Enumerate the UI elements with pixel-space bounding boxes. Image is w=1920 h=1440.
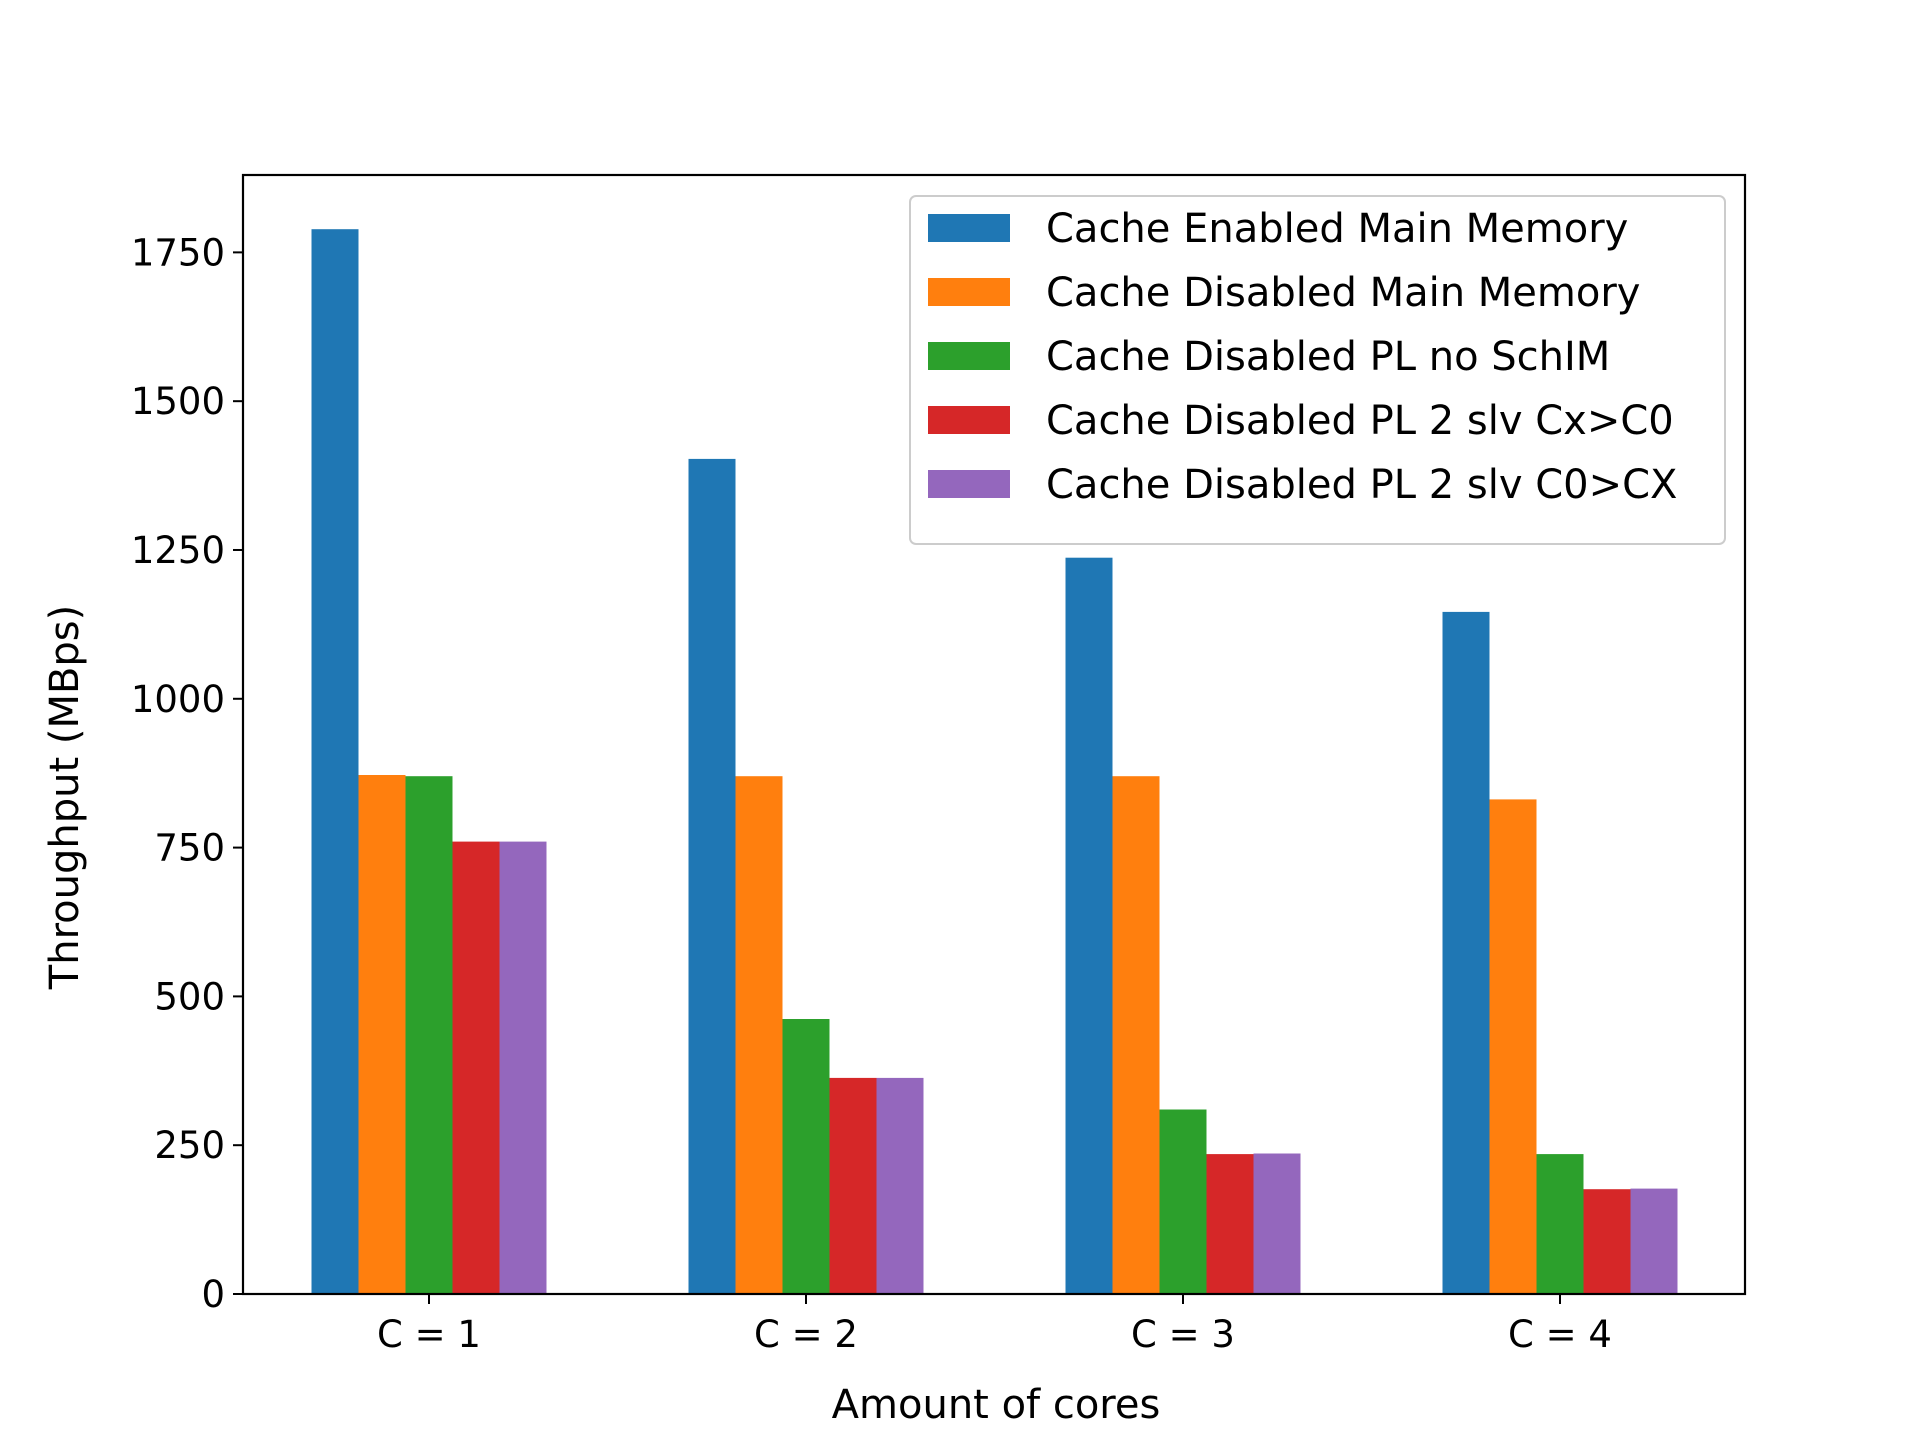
bar-series-1-cat-2 <box>688 458 736 1294</box>
bar-series-5-cat-3 <box>1253 1153 1301 1294</box>
legend-entry-label: Cache Enabled Main Memory <box>1046 206 1628 252</box>
y-tick-label: 250 <box>154 1124 225 1167</box>
bar-series-4-cat-2 <box>829 1077 877 1294</box>
x-tick-label: C = 4 <box>1508 1313 1612 1356</box>
bar-series-2-cat-4 <box>1489 799 1537 1294</box>
plot-frame <box>241 173 1747 1296</box>
legend-swatch <box>928 214 1010 242</box>
bar-series-4-cat-4 <box>1583 1189 1631 1294</box>
x-tick-label: C = 1 <box>377 1313 481 1356</box>
x-tick-label: C = 2 <box>754 1313 858 1356</box>
y-tick-label: 1500 <box>131 380 225 423</box>
legend-swatch <box>928 342 1010 370</box>
bar-series-4-cat-3 <box>1206 1154 1254 1294</box>
legend-entry-label: Cache Disabled PL 2 slv C0>CX <box>1046 462 1677 508</box>
y-tick-label: 1000 <box>131 678 225 721</box>
bar-series-5-cat-2 <box>876 1077 924 1294</box>
y-tick-label: 750 <box>154 827 225 870</box>
y-tick-label: 1250 <box>131 529 225 572</box>
bar-series-1-cat-1 <box>311 229 359 1295</box>
legend-entry-label: Cache Disabled Main Memory <box>1046 270 1640 316</box>
bar-series-5-cat-4 <box>1630 1188 1678 1294</box>
bar-series-1-cat-4 <box>1442 611 1490 1294</box>
bar-series-2-cat-1 <box>358 775 406 1294</box>
legend-entry-label: Cache Disabled PL no SchIM <box>1046 334 1610 380</box>
x-axis-label: Amount of cores <box>832 1382 1161 1428</box>
legend-swatch <box>928 470 1010 498</box>
bar-series-2-cat-3 <box>1112 776 1160 1294</box>
legend: Cache Enabled Main Memory Cache Disabled … <box>909 195 1726 545</box>
legend-swatch <box>928 278 1010 306</box>
axes-group: 0 250 500 750 1000 1250 1500 1750 C = 1 C = 2 C = … <box>131 173 1747 1356</box>
bar-series-3-cat-3 <box>1159 1109 1207 1294</box>
legend-swatch <box>928 406 1010 434</box>
y-tick-label: 500 <box>154 975 225 1018</box>
y-tick-label: 1750 <box>131 231 225 274</box>
bar-series-2-cat-2 <box>735 776 783 1294</box>
legend-entry-label: Cache Disabled PL 2 slv Cx>C0 <box>1046 398 1674 444</box>
bar-series-5-cat-1 <box>499 841 547 1294</box>
y-tick-label: 0 <box>201 1273 225 1316</box>
bar-series-3-cat-1 <box>405 776 453 1294</box>
bar-series-3-cat-2 <box>782 1019 830 1294</box>
bar-series-1-cat-3 <box>1065 557 1113 1294</box>
bar-series-4-cat-1 <box>452 841 500 1294</box>
legend-box <box>909 195 1726 545</box>
y-axis-label: Throughput (MBps) <box>42 605 88 990</box>
x-tick-label: C = 3 <box>1131 1313 1235 1356</box>
bar-series-3-cat-4 <box>1536 1154 1584 1294</box>
bars-group <box>311 229 1678 1295</box>
